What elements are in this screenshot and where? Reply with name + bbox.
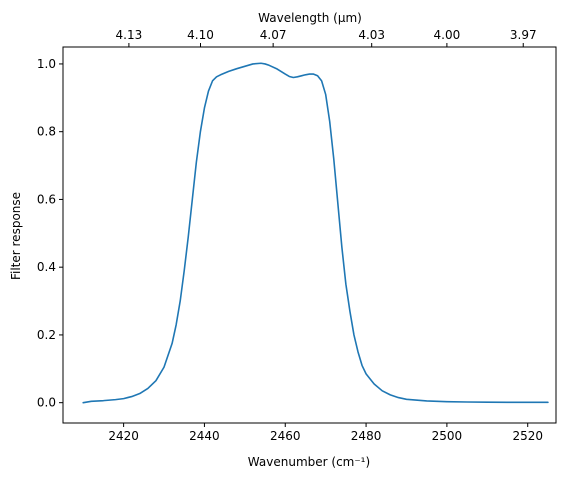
x-tick-label: 2520 bbox=[512, 429, 543, 443]
y-tick-label: 0.4 bbox=[37, 260, 56, 274]
x2-tick-label: 4.07 bbox=[260, 28, 287, 42]
x-tick-label: 2440 bbox=[189, 429, 220, 443]
y-axis-label: Filter response bbox=[9, 192, 23, 280]
x2-tick-label: 4.10 bbox=[187, 28, 214, 42]
y-tick-label: 1.0 bbox=[37, 57, 56, 71]
x-tick-label: 2420 bbox=[108, 429, 139, 443]
x-tick-label: 2500 bbox=[432, 429, 463, 443]
y-tick-label: 0.6 bbox=[37, 192, 56, 206]
x-axis-label: Wavenumber (cm⁻¹) bbox=[248, 455, 370, 469]
x-axis-ticks: 2420 2440 2460 2480 2500 2520 bbox=[108, 423, 543, 443]
series-lines bbox=[82, 62, 549, 404]
y-axis-ticks: 0.0 0.2 0.4 0.6 0.8 1.0 bbox=[37, 57, 63, 410]
plot-frame bbox=[62, 46, 557, 424]
secondary-x-axis-ticks: 4.13 4.10 4.07 4.03 4.00 3.97 bbox=[116, 28, 537, 47]
x-tick-label: 2460 bbox=[270, 429, 301, 443]
secondary-x-axis-label: Wavelength (μm) bbox=[258, 11, 362, 25]
y-tick-label: 0.0 bbox=[37, 396, 56, 410]
x2-tick-label: 4.00 bbox=[434, 28, 461, 42]
y-tick-label: 0.2 bbox=[37, 328, 56, 342]
x2-tick-label: 3.97 bbox=[510, 28, 537, 42]
y-tick-label: 0.8 bbox=[37, 125, 56, 139]
x2-tick-label: 4.13 bbox=[116, 28, 143, 42]
x2-tick-label: 4.03 bbox=[358, 28, 385, 42]
x-tick-label: 2480 bbox=[351, 429, 382, 443]
filter-response-line bbox=[82, 62, 549, 404]
